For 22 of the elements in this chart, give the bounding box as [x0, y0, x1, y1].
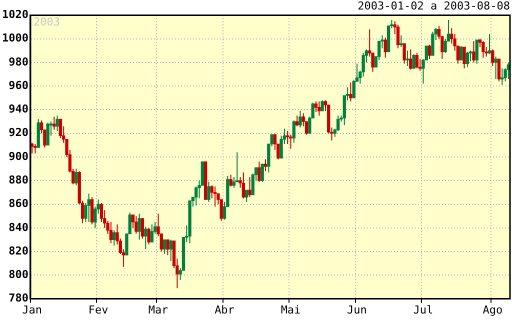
x-tick-label: Mai — [280, 303, 301, 316]
y-tick-label: 840 — [8, 220, 28, 234]
y-tick-label: 960 — [8, 78, 28, 92]
x-tick-label: Jul — [413, 303, 434, 316]
y-tick-label: 1000 — [2, 32, 28, 45]
y-tick-label: 940 — [8, 102, 28, 116]
y-tick-label: 920 — [8, 126, 28, 140]
y-tick-label: 860 — [8, 197, 28, 210]
y-tick-label: 780 — [8, 292, 28, 305]
x-tick-label: Jan — [22, 303, 42, 316]
y-tick-label: 880 — [8, 173, 28, 186]
y-tick-label: 800 — [8, 268, 28, 282]
x-tick-label: Fev — [88, 303, 109, 316]
y-tick-label: 820 — [8, 244, 28, 258]
y-tick-label: 980 — [8, 55, 28, 68]
chart-title: 2003-01-02 a 2003-08-08 — [358, 0, 510, 12]
x-tick-label: Ago — [482, 303, 503, 316]
x-tick-label: Jun — [347, 303, 367, 316]
y-tick-label: 900 — [8, 150, 28, 163]
y-tick-label: 1020 — [2, 8, 28, 22]
x-tick-label: Abr — [214, 303, 235, 316]
x-tick-label: Mar — [148, 303, 169, 316]
